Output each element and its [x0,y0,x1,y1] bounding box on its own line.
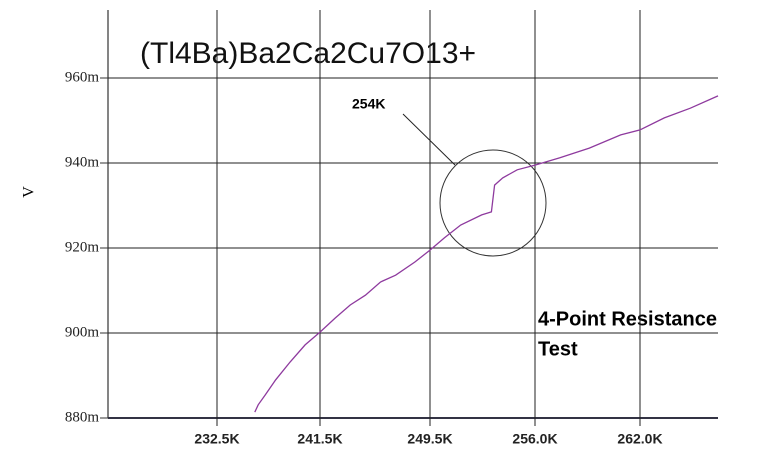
annotation: 254K [352,96,385,112]
highlight-circle [439,149,547,257]
x-tick-label: 262.0K [617,431,662,447]
x-tick-label: 241.5K [297,431,342,447]
x-tick-label: 249.5K [407,431,452,447]
x-tick-label: 256.0K [512,431,557,447]
x-tick-label: 232.5K [194,431,239,447]
annotation: 4-Point Resistance [538,308,717,330]
y-tick-label: 960m [65,69,100,85]
annotation: Test [538,338,578,360]
arrow [402,113,456,166]
y-tick-label: 900m [65,324,100,340]
data-line [254,95,719,413]
y-tick-label: 920m [65,239,100,255]
y-tick-label: 940m [65,154,100,170]
chart-title: (Tl4Ba)Ba2Ca2Cu7O13+ [140,37,476,70]
y-tick-label: 880m [65,409,100,425]
y-axis-label: V [21,186,38,198]
